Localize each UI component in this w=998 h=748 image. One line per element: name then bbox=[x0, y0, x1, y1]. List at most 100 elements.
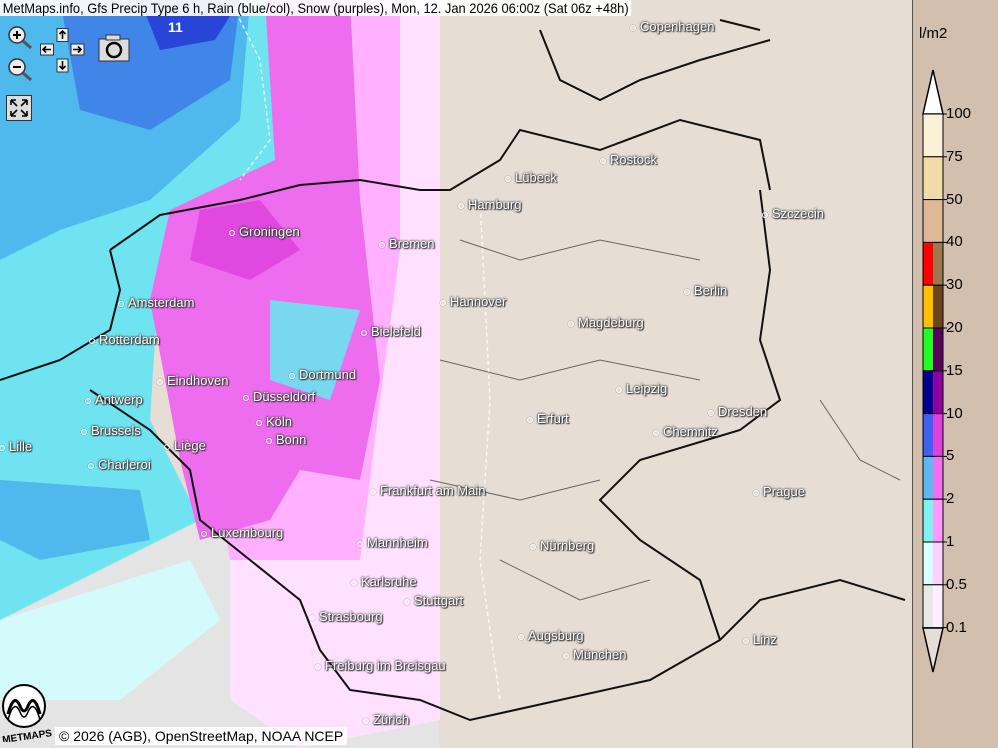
city-dot bbox=[315, 663, 321, 670]
city-dot bbox=[530, 543, 536, 550]
city-label: Szczecin bbox=[762, 207, 824, 221]
city-dot bbox=[370, 488, 376, 495]
city-label: Antwerp bbox=[85, 393, 143, 407]
city-dot bbox=[118, 300, 124, 307]
city-name: Hannover bbox=[450, 294, 507, 309]
city-dot bbox=[357, 540, 363, 547]
city-label: Brussels bbox=[81, 424, 141, 438]
legend-snow-swatch bbox=[933, 156, 943, 200]
city-dot bbox=[0, 444, 5, 451]
legend-label: 0.5 bbox=[946, 575, 967, 593]
city-label: Magdeburg bbox=[568, 316, 644, 330]
city-label: Köln bbox=[256, 415, 292, 429]
legend-rain-swatch bbox=[923, 114, 933, 157]
attribution: © 2026 (AGB), OpenStreetMap, NOAA NCEP bbox=[55, 727, 348, 745]
city-name: Strasbourg bbox=[319, 609, 383, 624]
city-name: Liège bbox=[174, 438, 206, 453]
city-label: Mannheim bbox=[357, 536, 428, 550]
city-name: Szczecin bbox=[772, 206, 825, 221]
svg-text:METMAPS: METMAPS bbox=[2, 728, 52, 742]
city-label: Dresden bbox=[708, 405, 767, 419]
city-dot bbox=[518, 633, 524, 640]
city-label: Bonn bbox=[266, 433, 306, 447]
legend-rain-swatch bbox=[923, 156, 933, 200]
legend-label: 15 bbox=[946, 361, 963, 379]
max-value-label: 11 bbox=[168, 19, 183, 35]
city-name: Nürnberg bbox=[540, 538, 595, 553]
legend-snow-swatch bbox=[933, 499, 943, 542]
city-label: Berlin bbox=[684, 284, 727, 298]
city-dot bbox=[563, 652, 569, 659]
legend-snow-swatch bbox=[933, 328, 943, 371]
city-label: Hannover bbox=[440, 295, 506, 309]
city-dot bbox=[85, 397, 91, 404]
color-legend: l/m2 100 75 50 40 30 20 15 10 5 2 1 0.5 0.1 bbox=[912, 0, 998, 748]
city-dot bbox=[379, 241, 385, 248]
city-dot bbox=[458, 202, 464, 209]
city-label: Frankfurt am Main bbox=[370, 484, 485, 498]
legend-rain-swatch bbox=[923, 242, 933, 286]
city-name: Chemnitz bbox=[663, 424, 718, 439]
legend-rain-swatch bbox=[923, 285, 933, 328]
city-dot bbox=[568, 320, 574, 327]
map-canvas[interactable]: 11 Copenhagen Rostock Lübeck Hamburg Szczeci… bbox=[0, 0, 912, 748]
legend-bottom-arrow bbox=[922, 627, 944, 673]
city-name: Lübeck bbox=[515, 170, 557, 185]
city-name: Frankfurt am Main bbox=[380, 483, 486, 498]
city-name: Erfurt bbox=[537, 411, 569, 426]
city-dot bbox=[361, 329, 367, 336]
legend-label: 0.1 bbox=[946, 618, 967, 636]
city-label: Stuttgart bbox=[404, 594, 463, 608]
legend-snow-swatch bbox=[933, 199, 943, 243]
legend-label: 100 bbox=[946, 105, 972, 122]
city-dot bbox=[440, 299, 446, 306]
legend-rain-swatch bbox=[923, 542, 933, 585]
city-name: Zürich bbox=[373, 712, 410, 727]
city-dot bbox=[89, 337, 95, 344]
legend-label: 2 bbox=[946, 490, 955, 508]
city-dot bbox=[363, 717, 369, 724]
legend-rain-swatch bbox=[923, 499, 933, 542]
legend-snow-swatch bbox=[933, 413, 943, 457]
city-name: Bremen bbox=[389, 236, 435, 251]
city-label: Bielefeld bbox=[361, 325, 421, 339]
city-dot bbox=[762, 211, 768, 218]
legend-rain-swatch bbox=[923, 413, 933, 457]
legend-label: 30 bbox=[946, 276, 963, 294]
legend-snow-swatch bbox=[933, 456, 943, 500]
city-name: Magdeburg bbox=[578, 315, 644, 330]
city-label: Lille bbox=[0, 440, 32, 454]
city-name: Bielefeld bbox=[371, 324, 421, 339]
city-name: Lille bbox=[9, 439, 33, 454]
city-label: Rostock bbox=[600, 153, 657, 167]
city-dot bbox=[527, 416, 533, 423]
city-name: Luxembourg bbox=[211, 525, 284, 540]
city-label: Groningen bbox=[229, 225, 300, 239]
city-name: Hamburg bbox=[468, 197, 522, 212]
city-label: Amsterdam bbox=[118, 296, 194, 310]
city-label: Linz bbox=[743, 633, 777, 647]
city-label: Augsburg bbox=[518, 629, 584, 643]
city-label: Copenhagen bbox=[630, 20, 714, 34]
legend-rain-swatch bbox=[923, 584, 933, 628]
city-dot bbox=[309, 614, 315, 621]
legend-snow-swatch bbox=[933, 285, 943, 328]
legend-snow-swatch bbox=[933, 370, 943, 414]
city-label: Liège bbox=[164, 439, 206, 453]
city-label: Charleroi bbox=[88, 458, 151, 472]
city-name: Leipzig bbox=[626, 381, 668, 396]
legend-snow-swatch bbox=[933, 584, 943, 628]
city-name: Köln bbox=[266, 414, 293, 429]
legend-snow-swatch bbox=[933, 542, 943, 585]
city-dot bbox=[164, 443, 170, 450]
city-name: Karlsruhe bbox=[361, 574, 417, 589]
legend-label: 20 bbox=[946, 319, 963, 336]
city-name: Mannheim bbox=[367, 535, 428, 550]
city-name: Prague bbox=[763, 484, 805, 499]
city-name: Copenhagen bbox=[640, 19, 715, 34]
legend-rain-swatch bbox=[923, 328, 933, 371]
city-name: Augsburg bbox=[528, 628, 584, 643]
city-label: Strasbourg bbox=[309, 610, 383, 624]
city-name: Düsseldorf bbox=[253, 389, 316, 404]
city-label: Rotterdam bbox=[89, 333, 160, 347]
